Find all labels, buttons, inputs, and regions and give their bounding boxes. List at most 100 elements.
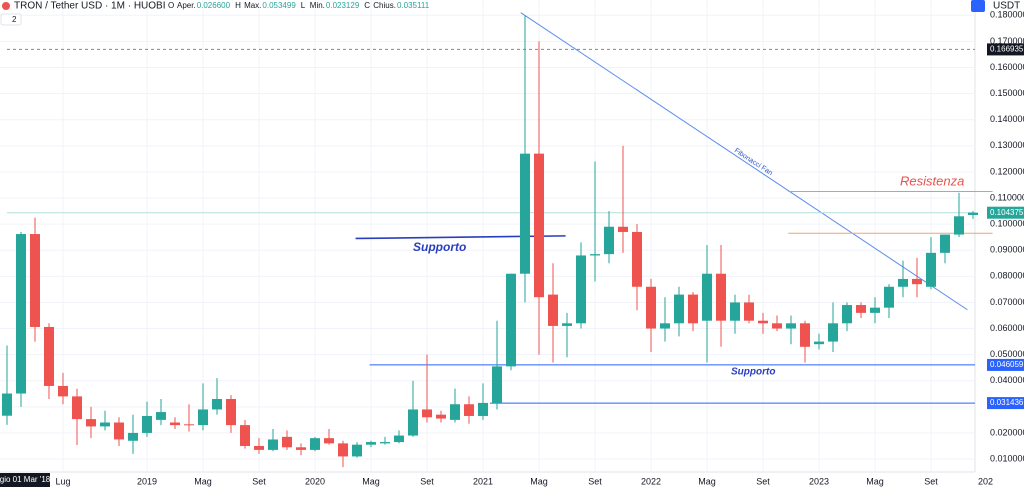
candle-body: [268, 439, 278, 450]
currency-label[interactable]: USDT: [993, 1, 1020, 12]
candle-body: [688, 294, 698, 324]
x-tick-label: Set: [924, 476, 938, 486]
candle-body: [464, 404, 474, 416]
candle-body: [520, 153, 530, 274]
y-tick-label: 0.020000: [990, 427, 1024, 437]
candle-body: [590, 254, 600, 256]
annotation: Supporto: [413, 240, 466, 254]
candle-body: [506, 273, 516, 367]
annotation: Resistenza: [900, 173, 964, 188]
y-tick-label: 0.180000: [990, 10, 1024, 20]
currency-icon[interactable]: [971, 0, 985, 12]
candle-body: [786, 323, 796, 329]
candle-body: [128, 432, 138, 441]
y-tick-label: 0.010000: [990, 453, 1024, 463]
x-tick-label: Set: [252, 476, 266, 486]
candle-body: [898, 278, 908, 287]
indicator-count: 2: [12, 15, 17, 24]
candle-body: [618, 226, 628, 232]
candle-body: [702, 273, 712, 321]
candle-body: [716, 273, 726, 321]
x-tick-label: Mag: [194, 476, 212, 486]
candle-body: [212, 399, 222, 410]
trend-line: [520, 12, 968, 311]
candle-body: [870, 307, 880, 313]
y-tick-label: 0.090000: [990, 245, 1024, 255]
price-label-bg: [987, 206, 1024, 219]
candle-body: [926, 252, 936, 287]
x-tick-label: Set: [420, 476, 434, 486]
candle-body: [562, 323, 572, 326]
candle-body: [380, 442, 390, 444]
candle-body: [408, 409, 418, 436]
price-label: 0.104375: [990, 208, 1024, 217]
candle-body: [142, 415, 152, 433]
candle-body: [632, 231, 642, 287]
y-tick-label: 0.170000: [990, 36, 1024, 46]
candle-body: [72, 396, 82, 420]
candle-body: [646, 286, 656, 329]
y-tick-label: 0.130000: [990, 140, 1024, 150]
candle-body: [338, 443, 348, 457]
candle-body: [114, 422, 124, 440]
x-tick-label: Set: [588, 476, 602, 486]
legend-key: O: [168, 1, 174, 10]
candle-body: [30, 234, 40, 327]
candle-body: [772, 323, 782, 329]
y-tick-label: 0.160000: [990, 62, 1024, 72]
annotation: Fibonacci Fan: [733, 147, 774, 177]
candle-body: [198, 409, 208, 426]
candle-body: [492, 366, 502, 403]
candle-body: [674, 294, 684, 324]
candle-body: [310, 438, 320, 450]
y-tick-label: 0.070000: [990, 297, 1024, 307]
x-tick-label: Mag: [866, 476, 884, 486]
legend-name: Max.: [244, 1, 261, 10]
candle-body: [534, 153, 544, 298]
legend-key: L: [301, 1, 306, 10]
chart-title: TRON / Tether USD · 1M · HUOBI: [14, 1, 166, 12]
indicator-toggle[interactable]: [0, 13, 22, 26]
candle-body: [156, 412, 166, 420]
x-tick-label: Mag: [698, 476, 716, 486]
candle-body: [814, 341, 824, 345]
price-label: 0.166935: [990, 45, 1024, 54]
candle-body: [184, 424, 194, 426]
price-label: 0.031436: [990, 398, 1024, 407]
y-tick-label: 0.120000: [990, 166, 1024, 176]
crosshair-bg: [0, 473, 50, 487]
candle-body: [100, 422, 110, 427]
legend-key: H: [235, 1, 241, 10]
price-label: 0.046059: [990, 360, 1024, 369]
candle-body: [436, 414, 446, 419]
candle-body: [450, 404, 460, 420]
x-tick-label: 2020: [305, 476, 325, 486]
legend-value: 0.053499: [262, 1, 296, 10]
legend-name: Chius.: [373, 1, 396, 10]
y-tick-label: 0.140000: [990, 114, 1024, 124]
x-tick-label: 2021: [473, 476, 493, 486]
candle-body: [954, 216, 964, 235]
candle-body: [240, 425, 250, 446]
y-tick-label: 0.050000: [990, 349, 1024, 359]
candle-body: [940, 234, 950, 253]
candle-body: [660, 323, 670, 329]
symbol-icon: [2, 2, 10, 10]
candle-body: [352, 444, 362, 457]
candle-body: [744, 302, 754, 321]
price-axis: [975, 0, 1024, 491]
x-tick-label: 2019: [137, 476, 157, 486]
legend-name: Aper.: [177, 1, 196, 10]
candle-body: [296, 447, 306, 450]
x-tick-label: Set: [756, 476, 770, 486]
annotation: Supporto: [731, 367, 775, 378]
y-tick-label: 0.100000: [990, 218, 1024, 228]
legend-name: Min.: [310, 1, 325, 10]
price-label-bg: [987, 358, 1024, 371]
candle-body: [856, 305, 866, 313]
candle-body: [2, 393, 12, 416]
y-tick-label: 0.110000: [990, 192, 1024, 202]
candle-body: [58, 385, 68, 397]
price-label-bg: [987, 43, 1024, 56]
